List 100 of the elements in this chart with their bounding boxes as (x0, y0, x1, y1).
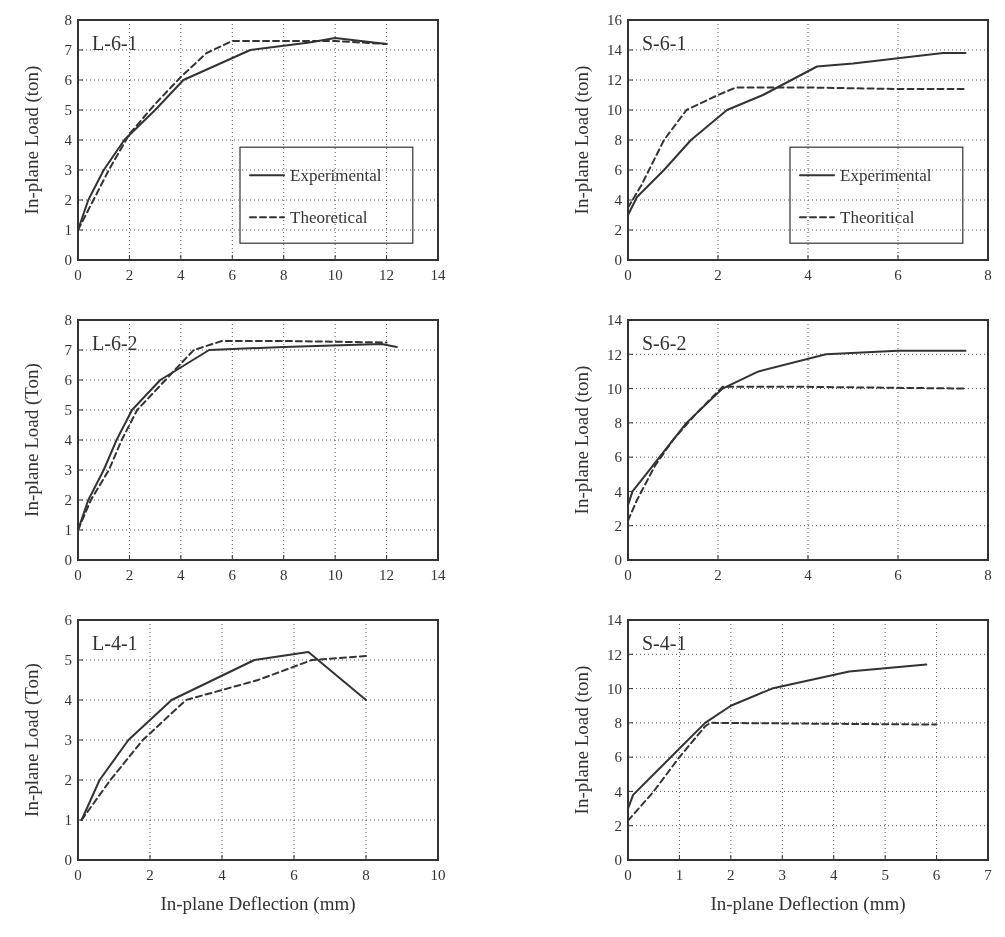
x-tick-label: 2 (125, 567, 134, 583)
x-tick-label: 8 (279, 267, 288, 283)
x-tick-label: 2 (727, 867, 735, 883)
y-tick-label: 6 (614, 449, 623, 466)
y-tick-label: 3 (64, 462, 72, 479)
y-tick-label: 3 (64, 732, 72, 749)
x-tick-label: 2 (125, 267, 134, 283)
y-tick-label: 0 (64, 252, 72, 269)
y-tick-label: 6 (614, 749, 623, 766)
y-tick-label: 4 (64, 132, 73, 149)
y-tick-label: 7 (64, 42, 73, 59)
text: S-6-1 (642, 32, 687, 54)
y-tick-label: 8 (614, 715, 622, 732)
x-tick-label: 7 (984, 867, 993, 883)
y-tick-label: 6 (64, 612, 73, 629)
y-tick-label: 10 (607, 102, 622, 119)
y-axis-title: In-plane Load (ton) (571, 665, 593, 815)
legend-label: Experimental (290, 166, 382, 186)
y-tick-label: 4 (614, 192, 623, 209)
y-tick-label: 4 (614, 483, 623, 500)
y-tick-label: 2 (64, 772, 72, 789)
x-tick-label: 8 (984, 567, 992, 583)
y-tick-label: 0 (614, 252, 622, 269)
x-tick-label: 6 (894, 267, 903, 283)
x-tick-label: 8 (984, 267, 992, 283)
x-tick-label: 6 (228, 567, 237, 583)
x-tick-label: 4 (804, 567, 813, 583)
y-tick-label: 4 (64, 692, 73, 709)
y-tick-label: 10 (607, 680, 622, 697)
y-tick-label: 16 (607, 12, 623, 29)
legend-label: Theoretical (290, 208, 368, 228)
x-tick-label: 10 (327, 267, 343, 283)
y-tick-label: 8 (614, 415, 622, 432)
y-tick-label: 7 (64, 342, 73, 359)
x-tick-label: 8 (362, 867, 370, 883)
y-axis-title: In-plane Load (ton) (571, 65, 593, 215)
x-tick-label: 4 (177, 567, 186, 583)
y-tick-label: 2 (614, 817, 622, 834)
y-tick-label: 8 (64, 312, 72, 329)
y-tick-label: 14 (607, 612, 623, 629)
y-tick-label: 14 (607, 312, 623, 329)
x-tick-label: 6 (290, 867, 299, 883)
x-tick-label: 10 (430, 867, 446, 883)
x-axis-title: In-plane Deflection (mm) (160, 893, 356, 915)
text: L-4-1 (92, 632, 138, 654)
text: L-6-1 (92, 32, 138, 54)
x-tick-label: 1 (675, 867, 684, 883)
x-tick-label: 4 (177, 267, 186, 283)
y-tick-label: 1 (64, 812, 72, 829)
y-tick-label: 14 (607, 42, 623, 59)
y-tick-label: 0 (614, 552, 622, 569)
y-tick-label: 1 (64, 222, 72, 239)
y-tick-label: 1 (64, 522, 72, 539)
x-tick-label: 4 (804, 267, 813, 283)
text: S-4-1 (642, 632, 687, 654)
y-axis-title: In-plane Load (Ton) (21, 663, 43, 817)
x-tick-label: 6 (228, 267, 237, 283)
x-tick-label: 12 (379, 567, 395, 583)
y-tick-label: 3 (64, 162, 72, 179)
y-tick-label: 6 (614, 162, 623, 179)
y-tick-label: 8 (64, 12, 72, 29)
x-tick-label: 2 (146, 867, 154, 883)
y-tick-label: 2 (64, 192, 72, 209)
y-tick-label: 0 (64, 552, 72, 569)
x-tick-label: 6 (894, 567, 903, 583)
y-tick-label: 6 (64, 72, 73, 89)
text: L-6-2 (92, 332, 138, 354)
x-tick-label: 10 (327, 567, 343, 583)
y-tick-label: 5 (64, 652, 72, 669)
y-tick-label: 8 (614, 132, 622, 149)
y-axis-title: In-plane Load (ton) (21, 65, 43, 215)
x-tick-label: 14 (430, 567, 446, 583)
y-tick-label: 0 (64, 852, 72, 869)
x-tick-label: 3 (778, 867, 787, 883)
y-tick-label: 4 (614, 783, 623, 800)
x-tick-label: 2 (714, 267, 722, 283)
x-tick-label: 14 (430, 267, 446, 283)
y-axis-title: In-plane Load (ton) (571, 365, 593, 515)
y-tick-label: 2 (614, 222, 622, 239)
x-tick-label: 5 (881, 867, 889, 883)
x-tick-label: 8 (279, 567, 288, 583)
x-tick-label: 4 (829, 867, 838, 883)
y-tick-label: 10 (607, 380, 622, 397)
y-axis-title: In-plane Load (Ton) (21, 363, 43, 517)
x-tick-label: 4 (218, 867, 227, 883)
y-tick-label: 6 (64, 372, 73, 389)
x-tick-label: 2 (714, 567, 722, 583)
text: S-6-2 (642, 332, 687, 354)
y-tick-label: 12 (607, 72, 622, 89)
y-tick-label: 0 (614, 852, 622, 869)
x-tick-label: 12 (379, 267, 395, 283)
x-tick-label: 6 (932, 867, 941, 883)
x-axis-title: In-plane Deflection (mm) (710, 893, 906, 915)
legend-label: Theoritical (840, 208, 915, 228)
y-tick-label: 5 (64, 102, 72, 119)
y-tick-label: 2 (64, 492, 72, 509)
y-tick-label: 12 (607, 646, 622, 663)
y-tick-label: 12 (607, 346, 622, 363)
y-tick-label: 2 (614, 517, 622, 534)
y-tick-label: 5 (64, 402, 72, 419)
